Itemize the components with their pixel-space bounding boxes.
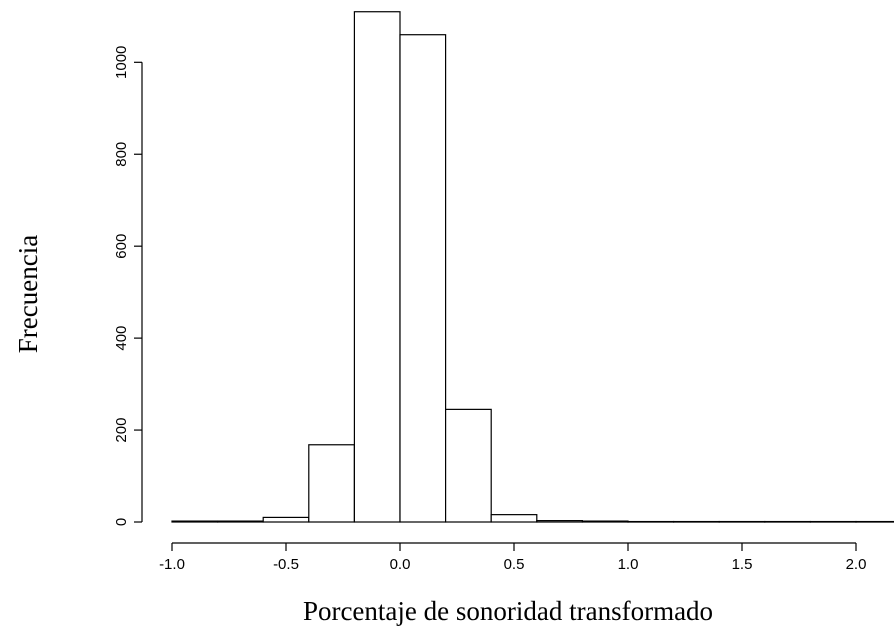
x-tick-label: -1.0 [159,556,185,573]
histogram-bar [581,520,629,523]
histogram-bar [672,520,720,523]
y-tick-label: 1000 [113,46,130,79]
histogram-bar [217,520,264,523]
histogram-bar [262,516,310,523]
y-tick-label: 800 [113,142,130,167]
y-tick-label: 0 [113,518,130,526]
x-tick-label: 0.5 [504,556,525,573]
x-axis: -1.0 -0.5 0.0 0.5 1.0 1.5 2.0 [159,542,867,573]
y-tick-label: 200 [113,418,130,443]
histogram-bar [809,520,857,523]
histogram-bar [855,520,894,523]
histogram-bar [399,34,447,523]
histogram-bar [308,444,355,523]
x-tick-label: 1.5 [732,556,753,573]
histogram-bar [764,520,811,523]
y-axis-title: Frecuencia [13,235,43,353]
histogram-bar [171,520,219,523]
histogram-bar [627,520,675,523]
x-tick-label: -0.5 [273,556,299,573]
histogram-bar [445,408,492,523]
x-tick-label: 0.0 [390,556,411,573]
histogram-bar [490,514,538,523]
histogram-bars [171,11,894,523]
x-tick-label: 2.0 [846,556,867,573]
histogram-bar [353,11,401,523]
y-tick-label: 600 [113,234,130,259]
y-tick-label: 400 [113,326,130,351]
x-tick-label: 1.0 [618,556,639,573]
y-axis: 0 200 400 600 800 1000 [113,46,143,526]
histogram-bar [536,520,583,523]
x-axis-title: Porcentaje de sonoridad transformado [303,596,713,626]
histogram-bar [718,520,766,523]
